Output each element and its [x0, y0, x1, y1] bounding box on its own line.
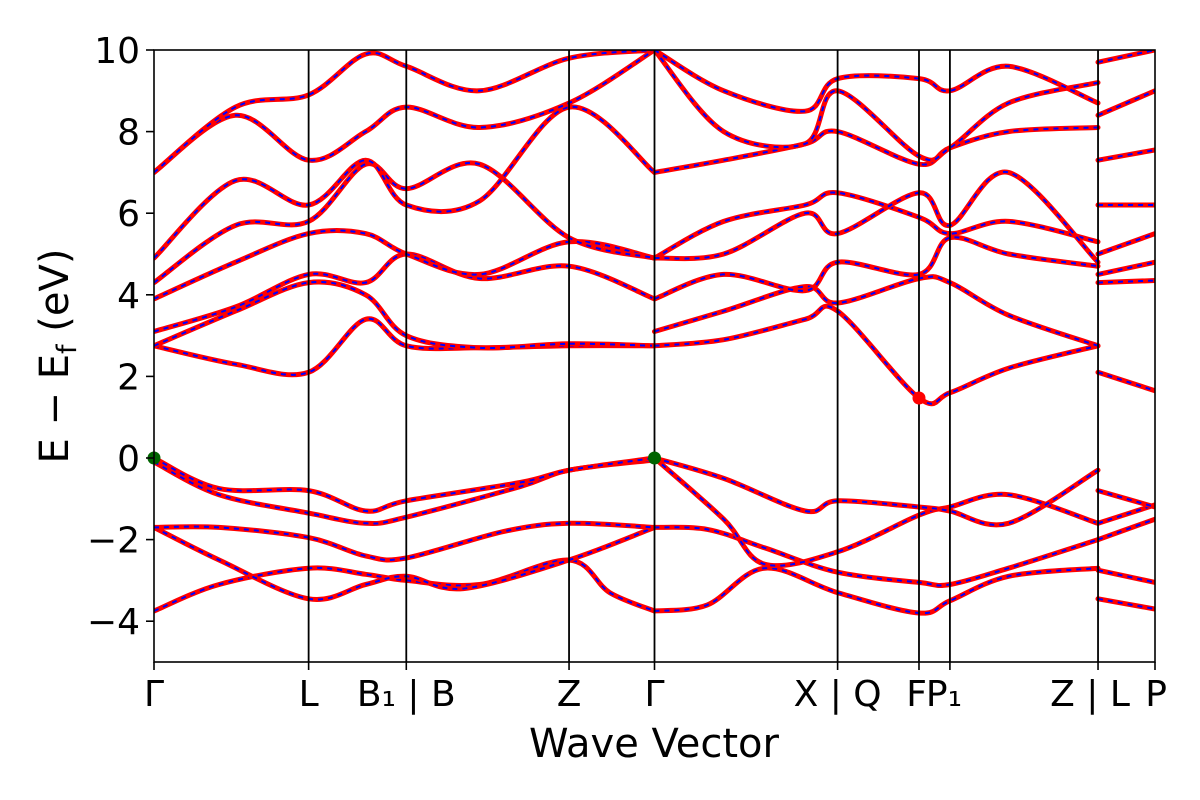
band-31-dashed — [1097, 279, 1155, 284]
band-0-solid — [154, 557, 657, 614]
band-16-solid — [154, 50, 657, 175]
band-25-solid — [1095, 596, 1155, 612]
y-axis-title: E − Ef (eV) — [32, 249, 83, 464]
x-tick-label: F — [906, 674, 927, 715]
band-23-dashed — [653, 50, 1099, 162]
band-21-solid — [652, 169, 1101, 265]
band-13-dashed — [154, 161, 655, 284]
band-27-dashed — [1097, 518, 1155, 541]
y-tick-label: −4 — [87, 602, 140, 643]
band-10-dashed — [154, 280, 655, 350]
band-35-dashed — [1097, 149, 1155, 162]
band-26-solid — [1095, 567, 1155, 585]
y-axis-title-sub: f — [52, 343, 83, 354]
band-7-dashed — [653, 457, 1099, 567]
cbm-marker-0 — [912, 391, 926, 405]
band-10-solid — [154, 279, 657, 351]
band-20-dashed — [654, 191, 1099, 259]
x-tick-label: L — [299, 674, 319, 715]
band-30-dashed — [1097, 371, 1155, 392]
y-axis-ticks: −4 −2 0 2 4 6 8 10 — [87, 31, 154, 643]
band-23-solid — [652, 50, 1101, 163]
band-29-dashed — [1097, 489, 1155, 508]
y-tick-label: 8 — [117, 113, 140, 154]
band-14-dashed — [154, 106, 656, 259]
x-tick-label: Z | L — [1050, 674, 1130, 715]
band-24-solid — [652, 50, 1101, 114]
x-tick-label: Γ — [644, 674, 664, 715]
band-25-dashed — [1097, 597, 1155, 610]
band-17-solid — [652, 303, 1101, 407]
band-11-solid — [154, 251, 657, 334]
x-tick-label: Z — [557, 674, 582, 715]
band-28-dashed — [1097, 503, 1155, 525]
band-37-solid — [1095, 50, 1155, 65]
y-axis-title-tail: (eV) — [32, 249, 78, 345]
band-22-solid — [652, 125, 1101, 175]
band-32-dashed — [1097, 261, 1155, 276]
band-26-dashed — [1097, 569, 1155, 584]
band-36-dashed — [1097, 89, 1155, 117]
band-33-dashed — [1097, 232, 1155, 255]
band-2-dashed — [154, 522, 655, 561]
band-4-solid — [154, 455, 657, 514]
y-axis-title-main: E − E — [32, 354, 78, 464]
band-22-dashed — [654, 126, 1099, 174]
x-axis-title: Wave Vector — [529, 721, 780, 767]
y-tick-label: 10 — [94, 31, 140, 72]
y-tick-label: 4 — [117, 276, 140, 317]
band-16-dashed — [154, 50, 655, 174]
x-tick-label: P — [1145, 674, 1167, 715]
band-5-solid — [652, 565, 1101, 616]
band-18-solid — [652, 274, 1101, 349]
band-18-dashed — [654, 275, 1099, 347]
band-32-solid — [1095, 259, 1155, 277]
band-31-solid — [1095, 278, 1155, 286]
band-19-dashed — [654, 236, 1099, 300]
vbm-marker-1 — [648, 451, 661, 465]
band-24-dashed — [653, 50, 1099, 113]
band-14-solid — [154, 104, 657, 261]
band-6-dashed — [654, 526, 1099, 587]
y-tick-label: −2 — [87, 521, 140, 562]
band-5-dashed — [654, 567, 1099, 615]
y-tick-label: 6 — [117, 194, 140, 235]
band-9-solid — [154, 316, 657, 378]
extrema-markers — [147, 391, 926, 465]
x-tick-label: X | Q — [794, 674, 882, 715]
band-21-dashed — [654, 171, 1099, 263]
band-8-dashed — [654, 457, 1099, 526]
x-tick-label: B₁ | B — [357, 674, 456, 715]
x-tick-label: P₁ — [926, 674, 962, 715]
kpoint-lines — [307, 50, 1099, 662]
x-axis-ticks: Γ L B₁ | B Z Γ X | Q FP₁ Z | L P — [144, 662, 1167, 715]
band-17-dashed — [654, 305, 1099, 405]
y-tick-label: 0 — [117, 439, 140, 480]
band-35-solid — [1095, 147, 1155, 163]
band-0-dashed — [154, 558, 655, 612]
x-tick-label: Γ — [144, 674, 164, 715]
y-tick-label: 2 — [117, 357, 140, 398]
